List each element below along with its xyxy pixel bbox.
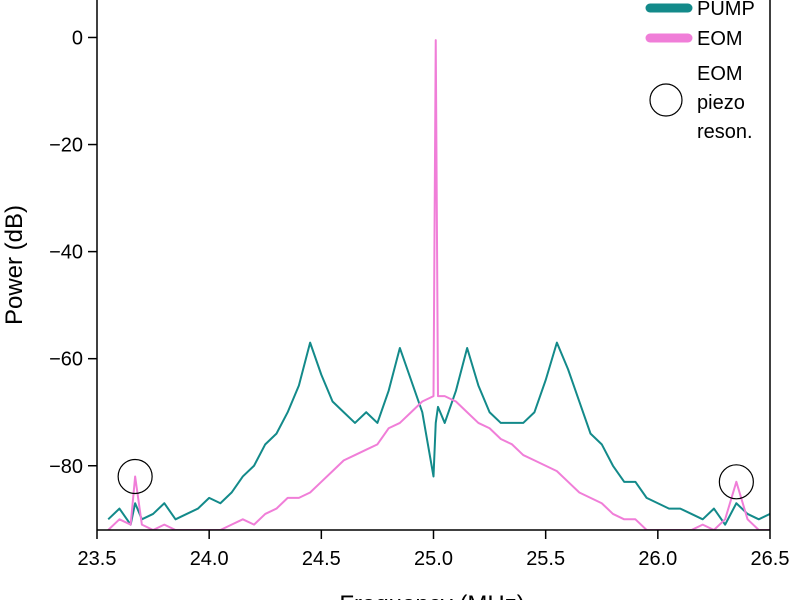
legend-label: EOM bbox=[697, 63, 743, 85]
series-line bbox=[107, 39, 770, 530]
x-tick-label: 24.5 bbox=[302, 548, 341, 570]
legend-label: piezo bbox=[697, 92, 745, 114]
legend-label: EOM bbox=[697, 28, 743, 50]
annotation-circle bbox=[117, 458, 153, 495]
y-axis-label: Power (dB) bbox=[1, 205, 28, 325]
x-tick-label: 23.5 bbox=[78, 548, 117, 570]
legend-label: reson. bbox=[697, 121, 753, 143]
y-tick-label: −20 bbox=[49, 135, 83, 157]
x-tick-label: 25.0 bbox=[414, 548, 453, 570]
x-tick-label: 26.0 bbox=[638, 548, 677, 570]
y-tick-label: −40 bbox=[49, 242, 83, 264]
plot-area bbox=[107, 39, 770, 530]
y-tick-label: −80 bbox=[49, 456, 83, 478]
series-line bbox=[107, 341, 770, 526]
x-tick-label: 24.0 bbox=[190, 548, 229, 570]
x-axis-label: Frequency (MHz) bbox=[339, 591, 524, 600]
y-tick-label: −60 bbox=[49, 349, 83, 371]
y-tick-label: 0 bbox=[72, 27, 83, 49]
x-tick-label: 26.5 bbox=[751, 548, 790, 570]
legend-circle bbox=[649, 83, 683, 117]
legend-label: PUMP bbox=[697, 0, 755, 20]
x-tick-label: 25.5 bbox=[526, 548, 565, 570]
annotation-circle bbox=[718, 464, 754, 500]
